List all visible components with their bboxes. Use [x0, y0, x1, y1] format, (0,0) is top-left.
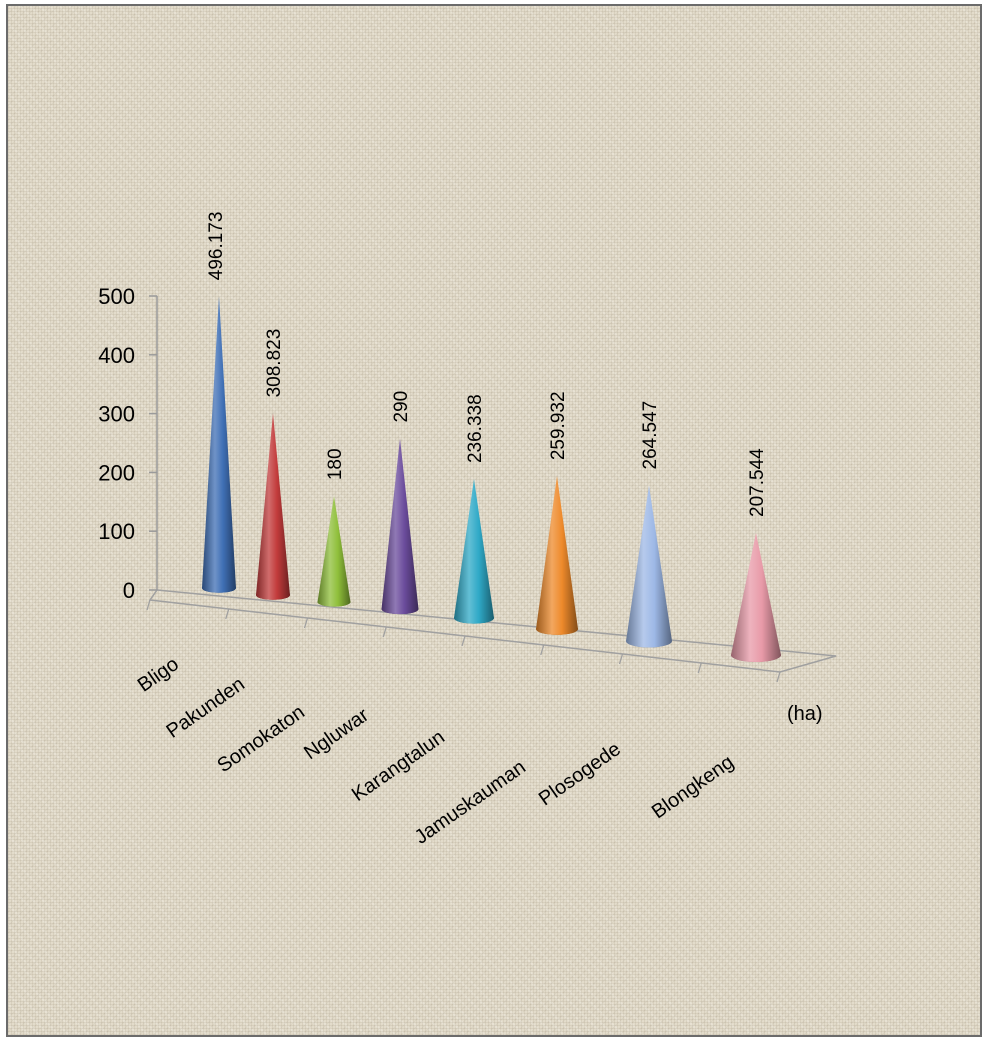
- category-label: Somokaton: [213, 701, 308, 777]
- x-tick: [225, 608, 230, 620]
- category-label: Bligo: [134, 653, 183, 697]
- chart-background: [6, 4, 982, 1037]
- x-tick: [697, 662, 702, 674]
- cone-ngluwar: [381, 438, 419, 615]
- category-label: Plosogede: [535, 738, 625, 810]
- category-label: Blongkeng: [648, 751, 738, 823]
- cone-bligo: [202, 296, 236, 593]
- cone-plosogede: [626, 485, 672, 648]
- category-label: Ngluwar: [300, 704, 373, 764]
- y-tick-label: 100: [98, 519, 135, 544]
- cone-jamuskauman: [536, 476, 578, 635]
- y-tick-label: 300: [98, 402, 135, 427]
- data-label: 496.173: [206, 212, 227, 281]
- y-axis: 0 100 200 300 400 500: [98, 284, 158, 603]
- y-tick-label: 400: [98, 343, 135, 368]
- cone-body: [381, 438, 419, 615]
- x-tick: [146, 599, 151, 611]
- floor-outline: [148, 589, 837, 673]
- category-label: Pakunden: [162, 673, 248, 743]
- y-tick-label: 500: [98, 284, 135, 309]
- data-label: 207.544: [747, 448, 768, 517]
- data-label: 290: [391, 391, 412, 423]
- cone-body: [536, 476, 578, 635]
- cone-body: [317, 496, 351, 607]
- cone-karangtalun: [454, 479, 494, 624]
- data-label: 259.932: [548, 391, 569, 460]
- x-tick: [776, 671, 781, 683]
- cone-body: [626, 485, 672, 648]
- x-tick: [461, 635, 466, 647]
- x-tick: [540, 644, 545, 656]
- cone-somokaton: [317, 496, 351, 607]
- x-tick: [382, 626, 387, 638]
- cone-body: [256, 413, 290, 600]
- category-label: Karangtalun: [348, 726, 449, 806]
- x-tick: [618, 653, 624, 665]
- y-tick-label: 200: [98, 460, 135, 485]
- y-tick-label: 0: [123, 578, 135, 603]
- chart-floor: [146, 589, 837, 683]
- cone-pakunden: [256, 413, 290, 600]
- data-label: 180: [325, 448, 346, 480]
- category-label: Jamuskauman: [411, 756, 530, 849]
- cone-body: [454, 479, 494, 624]
- cone-series: [202, 296, 781, 662]
- data-label: 264.547: [640, 401, 661, 470]
- data-label: 236.338: [465, 394, 486, 463]
- cone-body: [731, 532, 781, 662]
- unit-label: (ha): [787, 703, 823, 725]
- x-tick: [303, 617, 309, 629]
- cone-blongkeng: [731, 532, 781, 662]
- cone-body: [202, 296, 236, 593]
- data-label: 308.823: [264, 329, 285, 398]
